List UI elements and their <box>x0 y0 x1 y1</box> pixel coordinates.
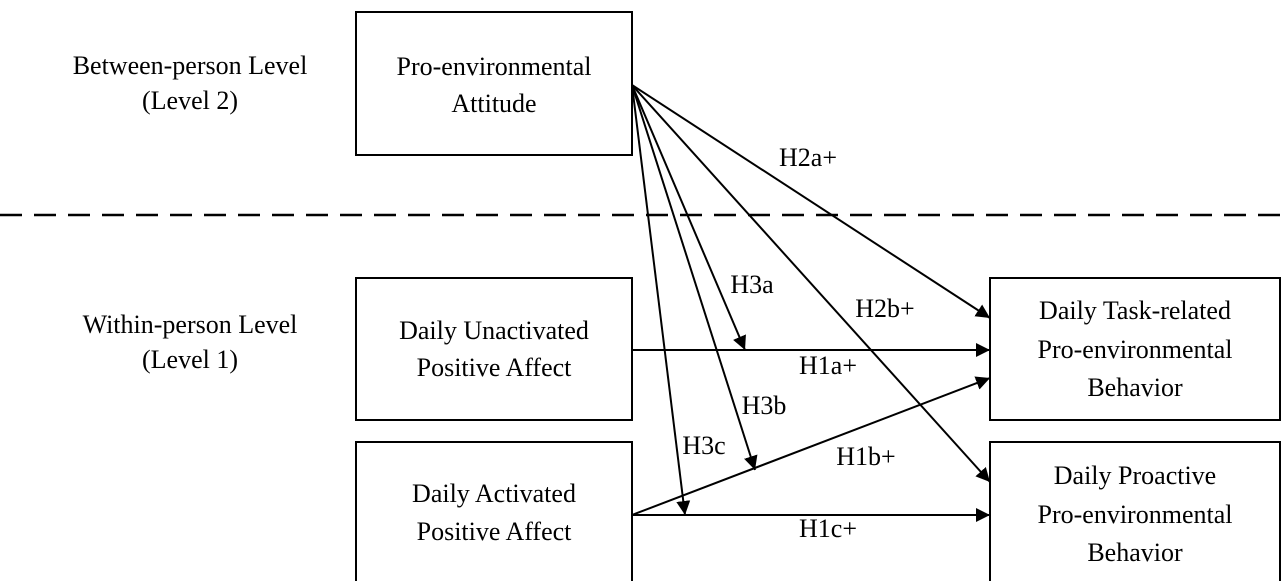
edge-label: H3c <box>682 431 725 460</box>
node-label: Pro-environmental <box>397 52 592 81</box>
node-box <box>989 277 1281 421</box>
level-label: Within-person Level <box>83 310 298 339</box>
node-label: Behavior <box>1087 373 1183 402</box>
edge-label: H1c+ <box>799 514 857 543</box>
edge-label: H2b+ <box>855 294 914 323</box>
edge-label: H1b+ <box>836 442 895 471</box>
arrow <box>631 84 991 319</box>
node-label: Positive Affect <box>417 517 573 546</box>
node-box <box>355 277 633 421</box>
arrow <box>631 84 746 351</box>
arrow <box>631 84 991 483</box>
edge-label: H3b <box>742 391 787 420</box>
level-label: (Level 1) <box>142 345 238 374</box>
edge-label: H2a+ <box>779 143 837 172</box>
node-box <box>355 11 633 156</box>
node-label: Pro-environmental <box>1038 500 1233 529</box>
node-box <box>355 441 633 581</box>
level-label: (Level 2) <box>142 86 238 115</box>
node-label: Attitude <box>451 89 536 118</box>
node-label: Daily Unactivated <box>399 316 589 345</box>
level-label: Between-person Level <box>73 51 308 80</box>
arrow <box>631 84 691 516</box>
arrow <box>631 84 758 471</box>
node-box <box>989 441 1281 581</box>
edge-label: H1a+ <box>799 351 857 380</box>
arrow <box>631 376 991 516</box>
node-label: Behavior <box>1087 538 1183 567</box>
node-label: Daily Activated <box>412 479 576 508</box>
node-label: Positive Affect <box>417 353 573 382</box>
node-label: Daily Task-related <box>1039 296 1231 325</box>
node-label: Daily Proactive <box>1054 461 1216 490</box>
node-label: Pro-environmental <box>1038 335 1233 364</box>
edge-label: H3a <box>730 270 774 299</box>
